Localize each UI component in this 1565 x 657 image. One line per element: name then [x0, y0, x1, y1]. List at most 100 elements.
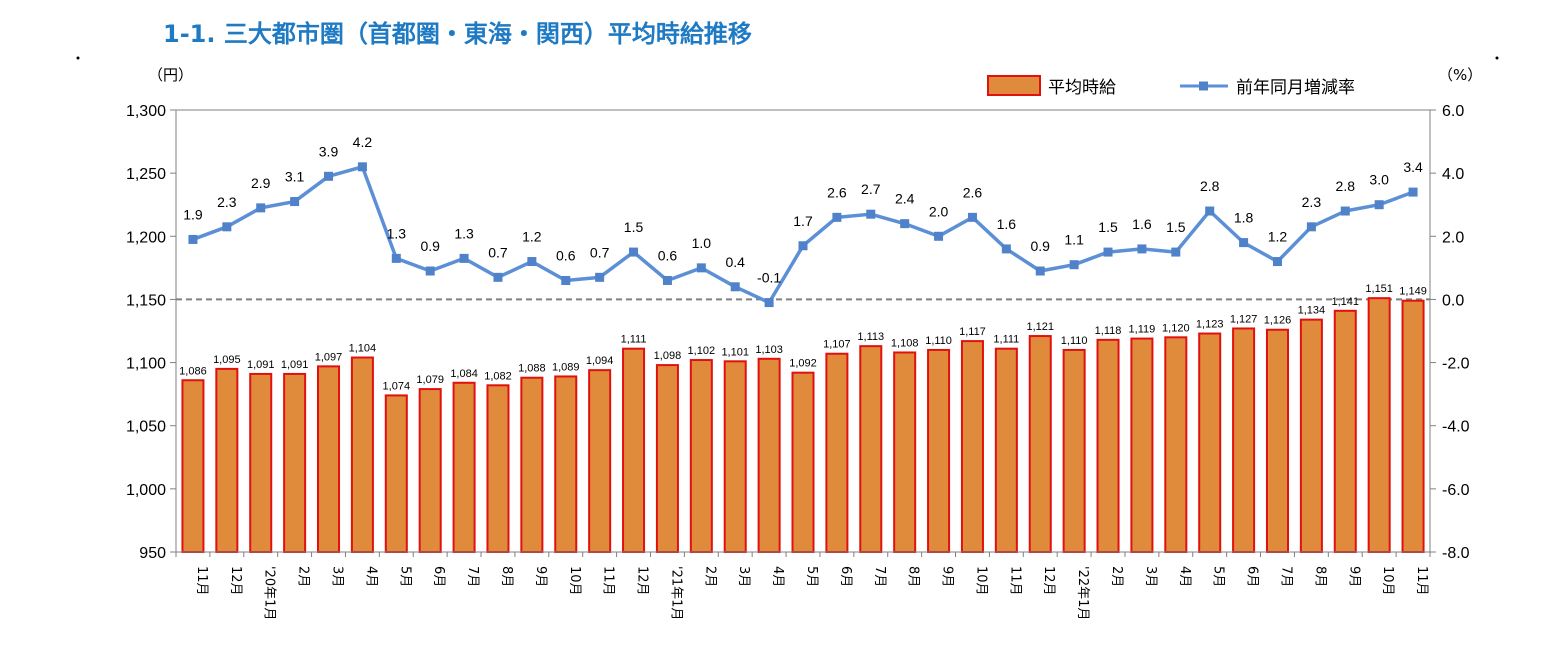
bar-value-label: 1,111 — [993, 334, 1019, 346]
left-tick-label: 1,100 — [126, 356, 166, 373]
left-tick-label: 1,200 — [126, 229, 166, 246]
x-tick-label: 6月 — [431, 566, 446, 587]
line-point-marker — [357, 162, 367, 172]
bar — [1198, 332, 1222, 554]
line-value-label: 1.0 — [692, 235, 712, 251]
line-value-label: 0.7 — [590, 244, 610, 260]
bar — [825, 352, 849, 553]
line-point-marker — [1306, 222, 1316, 232]
bar — [452, 381, 476, 553]
bar — [757, 357, 781, 554]
line-value-label: 2.4 — [895, 191, 915, 207]
line-value-label: 1.6 — [1132, 216, 1152, 232]
bar — [622, 347, 646, 553]
right-tick-label: 4.0 — [1442, 166, 1464, 183]
line-point-marker — [1205, 206, 1215, 216]
line-point-marker — [1035, 266, 1045, 276]
bar-value-label: 1,111 — [621, 334, 647, 346]
x-tick-label: 6月 — [1245, 566, 1260, 587]
line-point-marker — [1374, 200, 1384, 210]
bar — [181, 379, 205, 553]
line-point-marker — [764, 298, 774, 308]
bar — [249, 372, 273, 553]
line-value-label: 2.3 — [217, 194, 237, 210]
legend-bar-label: 平均時給 — [1048, 78, 1116, 98]
line-point-marker — [866, 209, 876, 219]
line-value-label: 2.0 — [929, 203, 949, 219]
bar — [655, 364, 679, 553]
x-tick-label: 9月 — [1346, 566, 1361, 587]
bar — [1299, 318, 1323, 553]
x-tick-label: 7月 — [465, 566, 480, 587]
bar — [384, 394, 408, 553]
right-tick-label: -8.0 — [1442, 545, 1470, 562]
line-point-marker — [934, 231, 944, 241]
bar-value-label: 1,123 — [1196, 319, 1224, 331]
line-point-marker — [832, 212, 842, 222]
x-tick-label: 3月 — [330, 566, 345, 587]
x-tick-label: 12月 — [228, 566, 243, 596]
line-point-marker — [1408, 187, 1418, 197]
line-point-marker — [1103, 247, 1113, 257]
line-value-label: 1.7 — [793, 213, 813, 229]
line-value-label: 2.8 — [1200, 178, 1220, 194]
line-value-label: 1.5 — [1166, 219, 1186, 235]
bar — [994, 347, 1018, 553]
bar-value-label: 1,095 — [213, 354, 241, 366]
line-value-label: 0.9 — [1031, 238, 1051, 254]
line-point-marker — [493, 272, 503, 282]
left-tick-label: 1,000 — [126, 482, 166, 499]
x-tick-label: 7月 — [1278, 566, 1293, 587]
x-tick-label: 8月 — [906, 566, 921, 587]
x-tick-label: 5月 — [397, 566, 412, 587]
bar-value-label: 1,121 — [1026, 321, 1054, 333]
bar — [859, 345, 883, 554]
line-value-label: 1.8 — [1234, 210, 1254, 226]
bar — [1028, 335, 1052, 553]
line-value-label: 1.3 — [454, 225, 474, 241]
bar — [1367, 297, 1391, 553]
right-tick-label: -6.0 — [1442, 482, 1470, 499]
line-value-label: 0.6 — [658, 247, 678, 263]
line-value-label: 3.0 — [1369, 172, 1389, 188]
right-tick-label: -2.0 — [1442, 356, 1470, 373]
line-value-label: 1.2 — [522, 229, 542, 245]
x-tick-label: 5月 — [1211, 566, 1226, 587]
x-tick-label: '22年1月 — [1075, 566, 1090, 620]
line-point-marker — [629, 247, 639, 257]
bar-value-label: 1,103 — [755, 344, 783, 356]
line-value-label: 0.7 — [488, 244, 508, 260]
line-value-label: 1.5 — [1098, 219, 1118, 235]
x-tick-label: 10月 — [1380, 566, 1395, 596]
bar — [283, 372, 307, 553]
bar — [1164, 336, 1188, 554]
line-value-label: 3.9 — [319, 143, 339, 159]
bar-value-label: 1,084 — [450, 368, 478, 380]
bar-value-label: 1,151 — [1365, 283, 1393, 295]
bar-value-label: 1,086 — [179, 365, 207, 377]
bar — [791, 371, 815, 553]
line-point-marker — [662, 275, 672, 285]
line-value-label: 0.9 — [420, 238, 440, 254]
x-tick-label: 9月 — [533, 566, 548, 587]
bar-value-label: 1,089 — [552, 361, 580, 373]
legend: 平均時給 前年同月増減率 — [987, 75, 1355, 98]
right-tick-label: 2.0 — [1442, 229, 1464, 246]
plot-frame — [175, 109, 1431, 553]
left-tick-label: 1,250 — [126, 166, 166, 183]
x-tick-label: 12月 — [635, 566, 650, 596]
x-tick-label: 7月 — [872, 566, 887, 587]
bar-value-label: 1,082 — [484, 370, 512, 382]
line-value-label: 0.6 — [556, 247, 576, 263]
bar-value-label: 1,091 — [247, 359, 275, 371]
x-tick-label: 10月 — [973, 566, 988, 596]
x-tick-label: 9月 — [940, 566, 955, 587]
line-value-label: 1.9 — [183, 206, 203, 222]
line-value-label: 1.1 — [1064, 232, 1084, 248]
bar-value-label: 1,141 — [1332, 296, 1360, 308]
right-tick-label: 6.0 — [1442, 103, 1464, 120]
legend-line-marker — [1199, 81, 1208, 91]
line-point-marker — [391, 253, 401, 263]
x-tick-label: 3月 — [1143, 566, 1158, 587]
